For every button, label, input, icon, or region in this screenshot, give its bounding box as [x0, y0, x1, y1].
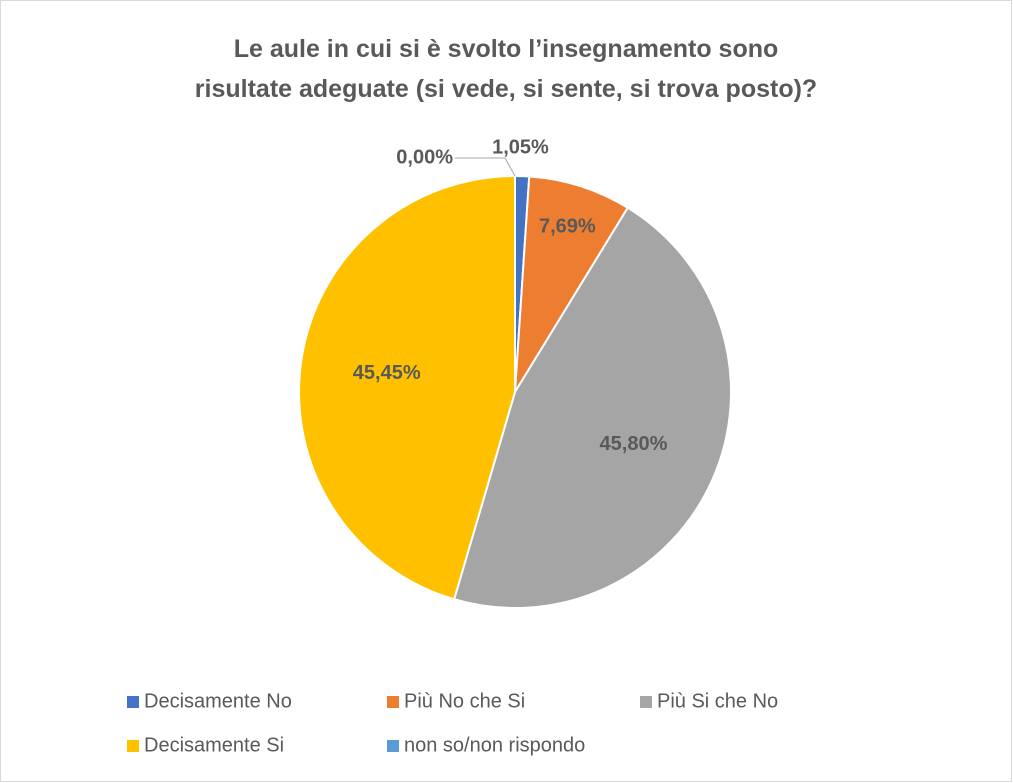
pie-slice — [298, 174, 516, 601]
legend-label: Più No che Si — [404, 690, 525, 712]
chart-title: Le aule in cui si è svolto l’insegnament… — [195, 35, 817, 103]
legend-swatch — [127, 740, 139, 752]
value-label: 7,69% — [539, 216, 596, 238]
leader-line — [455, 157, 516, 177]
legend-swatch — [127, 696, 139, 708]
legend-label: Più Si che No — [657, 690, 778, 712]
legend-swatch — [387, 740, 399, 752]
pie-slice — [514, 175, 630, 393]
legend-swatch — [640, 696, 652, 708]
value-label: 0,00% — [396, 146, 453, 168]
value-label: 45,80% — [600, 433, 668, 455]
legend-label: Decisamente Si — [144, 734, 284, 756]
value-label: 45,45% — [353, 362, 421, 384]
legend-label: non so/non rispondo — [404, 734, 585, 756]
value-label: 1,05% — [492, 136, 549, 158]
legend-label: Decisamente No — [144, 690, 292, 712]
legend-swatch — [387, 696, 399, 708]
pie-slice — [452, 206, 732, 609]
